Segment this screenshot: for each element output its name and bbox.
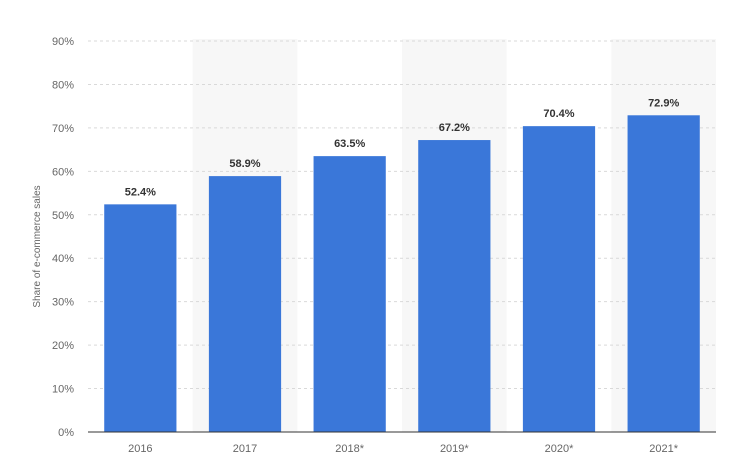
bar <box>208 176 282 432</box>
x-tick-label: 2016 <box>128 443 152 455</box>
x-tick-label: 2018* <box>335 443 364 455</box>
bar-value-label: 52.4% <box>125 186 156 198</box>
y-axis-tick-labels: 0% 10% 20% 30% 40% 50% 60% 70% 80% 90% <box>52 36 74 439</box>
bar <box>627 115 700 432</box>
y-tick-label: 70% <box>52 123 74 135</box>
y-tick-label: 30% <box>52 297 74 309</box>
bar-value-label: 72.9% <box>648 97 679 109</box>
bar-value-label: 58.9% <box>229 158 260 170</box>
y-axis-title: Share of e-commerce sales <box>32 185 43 307</box>
y-tick-label: 60% <box>52 166 74 178</box>
gridlines <box>88 40 716 390</box>
x-axis-tick-labels: 2016 2017 2018* 2019* 2020* 2021* <box>128 443 679 455</box>
y-tick-label: 50% <box>52 210 74 222</box>
bar-value-labels: 52.4% 58.9% 63.5% 67.2% 70.4% 72.9% <box>125 97 680 198</box>
x-tick-label: 2021* <box>649 443 678 455</box>
bars <box>104 115 700 432</box>
x-tick-label: 2019* <box>440 443 469 455</box>
y-tick-label: 10% <box>52 384 74 396</box>
y-tick-label: 0% <box>58 427 74 439</box>
bar-value-label: 67.2% <box>439 122 470 134</box>
y-tick-label: 90% <box>52 36 74 48</box>
x-tick-label: 2020* <box>545 443 574 455</box>
x-tick-label: 2017 <box>233 443 257 455</box>
y-tick-label: 40% <box>52 253 74 265</box>
bar <box>104 204 177 432</box>
bar-value-label: 63.5% <box>334 138 365 150</box>
bar <box>418 140 491 432</box>
y-tick-label: 80% <box>52 79 74 91</box>
y-tick-label: 20% <box>52 340 74 352</box>
bar <box>522 126 596 432</box>
bar-value-label: 70.4% <box>543 108 574 120</box>
bar <box>313 156 386 432</box>
